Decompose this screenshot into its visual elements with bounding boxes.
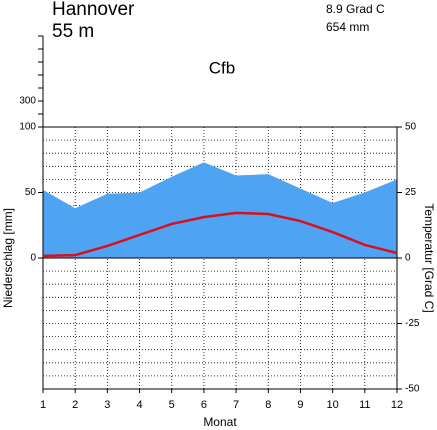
y-tick-label: 50	[25, 187, 37, 198]
x-tick-label: 10	[327, 399, 339, 411]
chart-title: Hannover	[52, 0, 135, 20]
y-axis-title: Niederschlag [mm]	[1, 208, 15, 308]
x-tick-label: 8	[265, 399, 271, 411]
temperature-line	[42, 211, 398, 258]
x-axis-title: Monat	[203, 415, 237, 429]
y2-tick-label: -25	[405, 318, 420, 329]
chart-subtitle: 55 m	[52, 21, 94, 42]
precipitation-area	[43, 162, 397, 258]
x-tick-label: 1	[40, 399, 46, 411]
y2-tick-label: -50	[405, 384, 420, 395]
x-tick-label: 2	[72, 399, 78, 411]
x-tick-label: 11	[359, 399, 370, 411]
y2-tick-label: 25	[405, 187, 417, 198]
y2-axis-title: Temperatur [Grad C]	[422, 203, 436, 312]
climate-class: Cfb	[209, 58, 235, 77]
x-tick-label: 5	[169, 399, 175, 411]
annotation: 654 mm	[326, 20, 369, 34]
y-tick-label: 300	[19, 96, 36, 107]
y2-tick-label: 50	[405, 122, 417, 133]
x-tick-label: 7	[233, 399, 239, 411]
annotation: 8.9 Grad C	[326, 2, 385, 16]
x-tick-label: 6	[201, 399, 207, 411]
x-tick-label: 12	[391, 399, 403, 411]
y-tick-label: 0	[30, 253, 36, 264]
x-tick-label: 4	[136, 399, 142, 411]
x-tick-label: 3	[104, 399, 110, 411]
y-tick-label: 100	[19, 122, 36, 133]
x-tick-label: 9	[297, 399, 303, 411]
y2-tick-label: 0	[405, 253, 411, 264]
